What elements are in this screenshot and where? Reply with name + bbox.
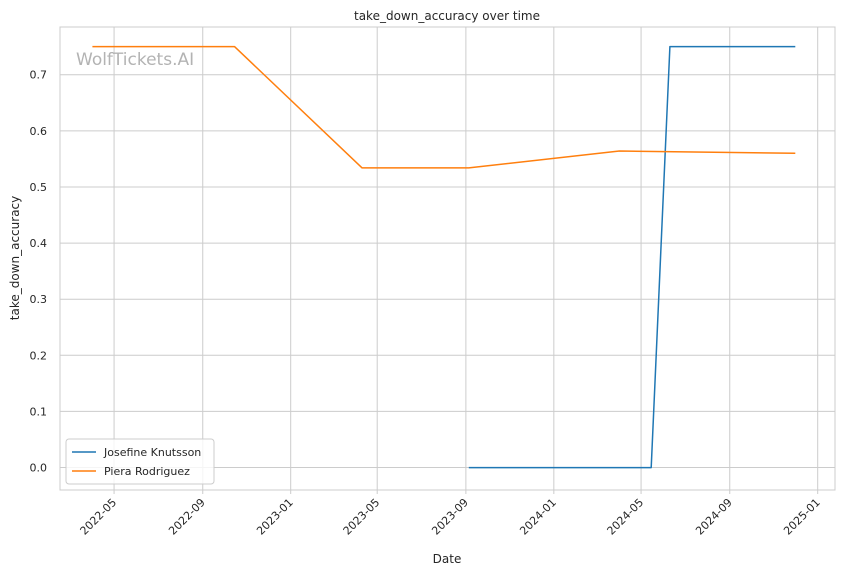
series-line-1 (92, 45, 796, 169)
y-tick-label: 0.1 (30, 405, 48, 418)
x-tick-label: 2025-01 (781, 496, 823, 538)
y-tick-label: 0.5 (30, 181, 48, 194)
legend-label: Josefine Knutsson (103, 446, 201, 459)
x-tick-label: 2022-05 (77, 496, 119, 538)
series-line-0 (468, 45, 796, 469)
watermark: WolfTickets.AI (76, 50, 194, 70)
x-tick-label: 2024-05 (604, 496, 646, 538)
legend-label: Piera Rodriguez (104, 465, 190, 478)
y-tick-label: 0.7 (30, 69, 48, 82)
x-tick-label: 2022-09 (166, 496, 208, 538)
y-tick-label: 0.3 (30, 293, 48, 306)
y-tick-label: 0.4 (30, 237, 48, 250)
x-tick-label: 2023-01 (254, 496, 296, 538)
plot-area-frame (59, 26, 836, 491)
grid (60, 27, 835, 490)
y-axis-label: take_down_accuracy (8, 196, 22, 320)
y-tick-label: 0.6 (30, 125, 48, 138)
legend-box (65, 438, 215, 485)
x-axis-label: Date (433, 552, 462, 566)
legend: Josefine Knutsson Piera Rodriguez (65, 438, 215, 485)
y-axis: 0.0 0.1 0.2 0.3 0.4 0.5 0.6 0.7 (30, 69, 48, 475)
series-group (92, 45, 796, 469)
x-tick-label: 2024-09 (693, 496, 735, 538)
y-tick-label: 0.2 (30, 349, 48, 362)
x-axis: 2022-05 2022-09 2023-01 2023-05 2023-09 2024-… (77, 490, 823, 538)
x-tick-label: 2024-01 (517, 496, 559, 538)
x-tick-label: 2023-09 (429, 496, 471, 538)
chart-title: take_down_accuracy over time (354, 9, 540, 23)
y-tick-label: 0.0 (30, 462, 48, 475)
x-tick-label: 2023-05 (341, 496, 383, 538)
